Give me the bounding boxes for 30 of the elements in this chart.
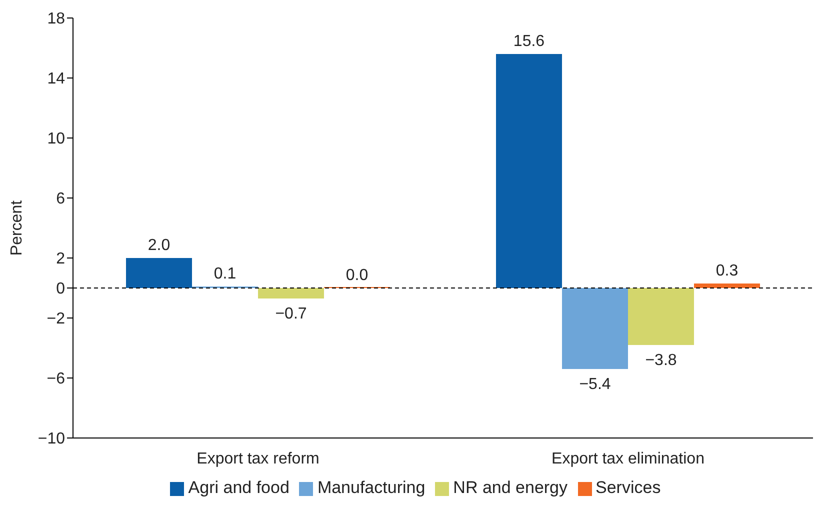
bar <box>694 284 760 288</box>
data-label: −5.4 <box>579 376 611 393</box>
data-label: 0.1 <box>214 266 236 282</box>
data-label: −0.7 <box>275 306 307 322</box>
y-tick-label: −10 <box>38 430 66 448</box>
bar <box>496 54 562 288</box>
y-tick-label: 18 <box>47 10 66 28</box>
data-label: −3.8 <box>645 352 677 369</box>
data-label: 0.3 <box>716 262 738 280</box>
y-tick-label: 14 <box>47 70 66 88</box>
y-tick-label: 2 <box>56 250 66 268</box>
bar <box>126 258 192 288</box>
bar <box>562 288 628 369</box>
data-label: 15.6 <box>513 33 545 50</box>
y-axis-title: Percent <box>8 200 26 256</box>
data-label: 2.0 <box>148 237 170 254</box>
legend-label: Manufacturing <box>317 478 426 497</box>
legend-label: NR and energy <box>453 478 568 497</box>
y-tick-label: −2 <box>46 310 66 328</box>
legend-label: Services <box>596 478 661 497</box>
bar <box>628 288 694 345</box>
x-tick-label: Export tax elimination <box>552 450 704 468</box>
x-tick-label: Export tax reform <box>196 450 320 468</box>
y-tick-label: −6 <box>46 370 66 388</box>
y-tick-label: 6 <box>56 190 66 208</box>
y-tick-label: 10 <box>47 130 66 148</box>
data-label: 0.0 <box>346 267 368 284</box>
legend-label: Agri and food <box>188 478 290 497</box>
y-tick-label: 0 <box>56 280 66 298</box>
bar <box>258 288 324 298</box>
